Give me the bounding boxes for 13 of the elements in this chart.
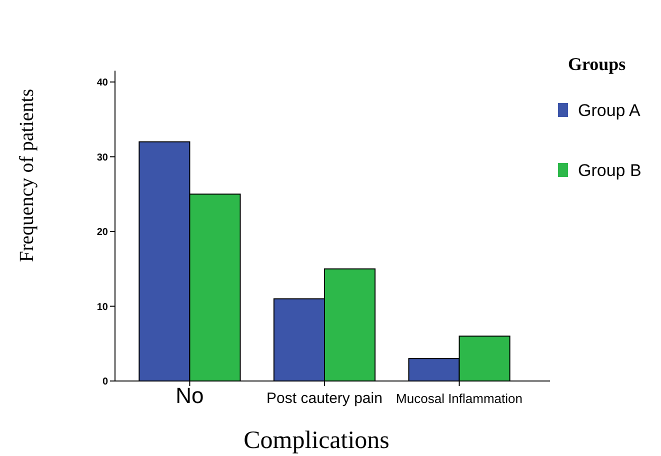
y-tick-label: 10 bbox=[96, 302, 108, 313]
y-tick-label: 40 bbox=[96, 78, 108, 88]
x-tick-label: No bbox=[176, 383, 204, 408]
y-axis-title: Frequency of patients bbox=[16, 88, 38, 262]
legend-label: Group A bbox=[578, 101, 642, 120]
x-tick-label: Mucosal Inflammation bbox=[396, 391, 523, 406]
x-axis-title: Complications bbox=[244, 427, 390, 454]
y-tick-label: 20 bbox=[96, 227, 108, 238]
y-tick-label: 30 bbox=[96, 152, 108, 164]
x-tick-label: Post cautery pain bbox=[266, 390, 382, 407]
y-tick-label: 0 bbox=[102, 376, 108, 388]
legend-title: Groups bbox=[568, 54, 626, 74]
legend-label: Group B bbox=[578, 161, 642, 180]
